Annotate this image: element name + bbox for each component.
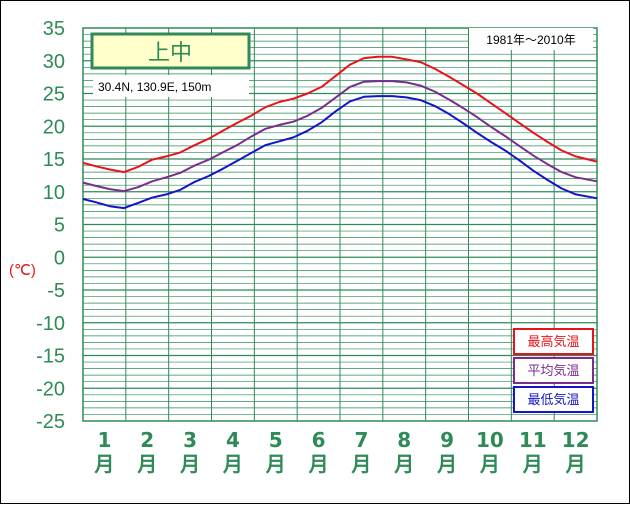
y-tick-label: -25 bbox=[36, 411, 65, 433]
period-box bbox=[469, 28, 593, 50]
x-tick-unit: 月 bbox=[222, 452, 243, 476]
chart-title: 上中 bbox=[148, 41, 192, 66]
y-tick-label: 20 bbox=[43, 116, 65, 138]
x-tick-unit: 月 bbox=[350, 452, 371, 476]
y-tick-label: -10 bbox=[36, 313, 65, 335]
y-tick-label: 0 bbox=[54, 247, 65, 269]
x-tick-label: 8 bbox=[397, 428, 411, 452]
y-tick-label: 30 bbox=[43, 51, 65, 73]
y-tick-label: 15 bbox=[43, 149, 65, 171]
y-axis-label: (℃) bbox=[9, 262, 36, 279]
series-line-3 bbox=[82, 95, 598, 210]
location-box bbox=[93, 75, 249, 97]
legend-box bbox=[513, 386, 594, 413]
x-tick-unit: 月 bbox=[136, 452, 157, 476]
x-tick-label: 11 bbox=[519, 428, 547, 452]
legend-label: 最高気温 bbox=[527, 334, 579, 350]
series-line-2 bbox=[82, 80, 598, 193]
y-tick-label: -15 bbox=[36, 346, 65, 368]
x-tick-label: 2 bbox=[140, 428, 154, 452]
x-tick-unit: 月 bbox=[479, 452, 500, 476]
x-tick-unit: 月 bbox=[522, 452, 543, 476]
x-tick-label: 3 bbox=[183, 428, 197, 452]
series-line-1 bbox=[82, 55, 598, 174]
series-lines bbox=[82, 55, 598, 210]
x-tick-label: 9 bbox=[440, 428, 454, 452]
y-tick-label: 10 bbox=[43, 182, 65, 204]
x-tick-label: 10 bbox=[476, 428, 504, 452]
x-tick-label: 4 bbox=[226, 428, 240, 452]
x-tick-unit: 月 bbox=[179, 452, 200, 476]
x-tick-label: 5 bbox=[269, 428, 283, 452]
x-tick-unit: 月 bbox=[393, 452, 414, 476]
x-tick-label: 12 bbox=[562, 428, 590, 452]
x-tick-unit: 月 bbox=[436, 452, 457, 476]
y-tick-label: 5 bbox=[54, 215, 65, 237]
period-text: 1981年～2010年 bbox=[486, 33, 575, 47]
x-tick-label: 7 bbox=[354, 428, 368, 452]
y-tick-labels: 35 30 25 20 15 10 5 0 -5 -10 -15 -20 -25 bbox=[36, 18, 65, 433]
y-tick-label: 35 bbox=[43, 18, 65, 40]
y-tick-label: -20 bbox=[36, 378, 65, 400]
legend-label: 平均気温 bbox=[527, 363, 579, 379]
location-text: 30.4N, 130.9E, 150m bbox=[98, 80, 211, 94]
legend-box bbox=[513, 328, 594, 355]
y-tick-label: 25 bbox=[43, 84, 65, 106]
x-tick-unit: 月 bbox=[308, 452, 329, 476]
title-box bbox=[90, 32, 251, 70]
x-tick-unit: 月 bbox=[265, 452, 286, 476]
x-tick-label: 1 bbox=[97, 428, 111, 452]
y-tick-label: -5 bbox=[47, 280, 65, 302]
x-tick-label: 6 bbox=[312, 428, 326, 452]
x-tick-unit: 月 bbox=[93, 452, 114, 476]
legend-box bbox=[513, 357, 594, 384]
x-tick-unit: 月 bbox=[565, 452, 586, 476]
legend-label: 最低気温 bbox=[527, 392, 579, 408]
